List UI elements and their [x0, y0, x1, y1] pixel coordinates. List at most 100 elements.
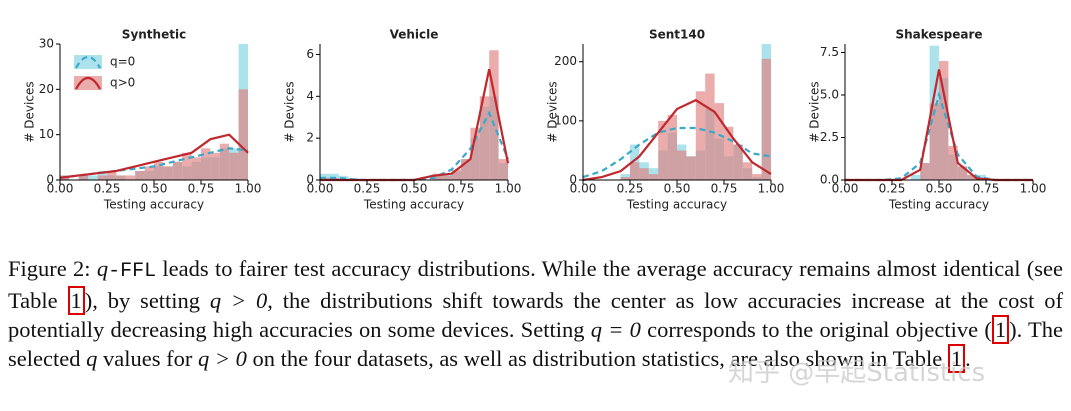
histogram-bar: [686, 156, 696, 180]
histogram-bar: [432, 173, 443, 180]
histogram-bar: [677, 150, 687, 180]
histogram-bar: [163, 166, 173, 180]
caption: Figure 2: q-FFL leads to fairer test acc…: [8, 254, 1063, 373]
y-tick-label: 2: [306, 131, 314, 145]
x-axis-label: Testing accuracy: [363, 198, 464, 212]
x-tick-label: 0.00: [832, 182, 859, 196]
x-tick-label: 0.00: [570, 182, 597, 196]
histogram-bar: [116, 175, 126, 180]
y-tick-label: 200: [554, 54, 577, 68]
x-axis-label: Testing accuracy: [888, 198, 989, 212]
x-tick-label: 0.75: [973, 182, 1000, 196]
histogram-bar: [154, 161, 164, 180]
histogram-bar: [107, 170, 117, 180]
histogram-bar: [752, 174, 762, 180]
histogram-bar: [761, 58, 771, 180]
caption-math: q: [86, 346, 98, 371]
chart-title: Synthetic: [122, 28, 186, 42]
histogram-bar: [667, 114, 677, 180]
histogram-bar: [238, 89, 248, 180]
histogram-bar: [135, 170, 145, 180]
histogram-bar: [498, 159, 508, 180]
histogram-bar: [939, 61, 949, 180]
x-axis-label: Testing accuracy: [626, 198, 727, 212]
x-tick-label: 1.00: [758, 182, 785, 196]
y-tick-label: 2.5: [820, 130, 839, 144]
histogram-bar: [489, 50, 499, 181]
legend-patch: [74, 55, 102, 69]
caption-text: on the four datasets, as well as distrib…: [246, 346, 948, 371]
x-tick-label: 0.50: [926, 182, 953, 196]
caption-ref[interactable]: 1: [67, 286, 85, 315]
y-axis-label: # Devices: [808, 81, 822, 142]
x-tick-label: 1.00: [235, 182, 262, 196]
y-axis-label: # Devices: [23, 81, 37, 142]
histogram-bar: [125, 175, 136, 180]
caption-math: q > 0: [197, 346, 247, 371]
y-tick-label: 4: [306, 89, 314, 103]
y-tick-label: 20: [39, 82, 54, 96]
histogram-bar: [97, 175, 107, 180]
caption-ref[interactable]: 1: [991, 315, 1010, 344]
histogram-bar: [724, 126, 734, 180]
x-tick-label: 0.50: [401, 182, 428, 196]
histogram-bar: [742, 162, 753, 180]
x-tick-label: 0.00: [47, 182, 74, 196]
x-tick-label: 0.25: [354, 182, 381, 196]
histogram-bar: [182, 152, 192, 180]
density-curve: [59, 133, 249, 179]
histogram-bar: [630, 162, 640, 180]
chart-title: Vehicle: [390, 28, 439, 42]
histogram-bar: [451, 169, 461, 180]
caption-ref[interactable]: 1: [947, 344, 966, 373]
y-tick-label: 7.5: [820, 45, 839, 59]
caption-code: -FFL: [108, 260, 157, 283]
caption-text: corresponds to the original objective (: [640, 317, 992, 342]
y-tick-label: 0: [306, 173, 314, 187]
x-tick-label: 0.25: [617, 182, 644, 196]
x-tick-label: 0.25: [94, 182, 121, 196]
caption-text: ), by setting: [84, 288, 210, 313]
y-tick-label: 100: [554, 113, 577, 127]
histogram-bar: [967, 174, 977, 180]
chart-title: Sent140: [649, 28, 705, 42]
histogram-bar: [976, 174, 986, 180]
histogram-bar: [910, 174, 921, 180]
x-tick-label: 0.75: [188, 182, 215, 196]
histogram-bar: [461, 159, 471, 180]
y-tick-label: 30: [39, 37, 54, 51]
histogram-bar: [210, 152, 220, 180]
histogram-bar: [78, 175, 89, 180]
histogram-bar: [219, 143, 230, 180]
histogram-bar: [705, 73, 715, 180]
caption-text: ). The selected: [8, 317, 1064, 371]
histogram-bar: [957, 166, 968, 180]
histogram-bar: [442, 175, 452, 180]
caption-math: q = 0: [590, 317, 641, 342]
x-tick-label: 0.50: [141, 182, 168, 196]
watermark: 知乎 @早起Statistics: [728, 358, 986, 388]
histogram-bar: [172, 161, 183, 180]
caption-text: .: [965, 346, 971, 371]
x-tick-label: 0.00: [307, 182, 334, 196]
x-tick-label: 0.25: [879, 182, 906, 196]
histogram-bar: [948, 146, 958, 180]
histogram-bar: [658, 120, 668, 180]
x-tick-label: 0.75: [711, 182, 738, 196]
x-tick-label: 1.00: [1020, 182, 1047, 196]
caption-math: q: [96, 256, 109, 281]
histogram-bar: [920, 163, 930, 180]
caption-text: leads to fairer test accuracy distributi…: [8, 256, 1063, 313]
histogram-bar: [229, 152, 239, 180]
histogram-bar: [201, 148, 211, 180]
legend-label: q=0: [110, 55, 135, 69]
histogram-bar: [733, 144, 743, 180]
y-axis-label: # Devices: [546, 81, 560, 142]
histogram-bar: [714, 103, 724, 180]
caption-text: values for: [97, 346, 198, 371]
histogram-bar: [144, 166, 154, 180]
y-tick-label: 0: [569, 173, 577, 187]
histogram-bar: [620, 177, 630, 180]
y-tick-label: 0: [46, 173, 54, 187]
